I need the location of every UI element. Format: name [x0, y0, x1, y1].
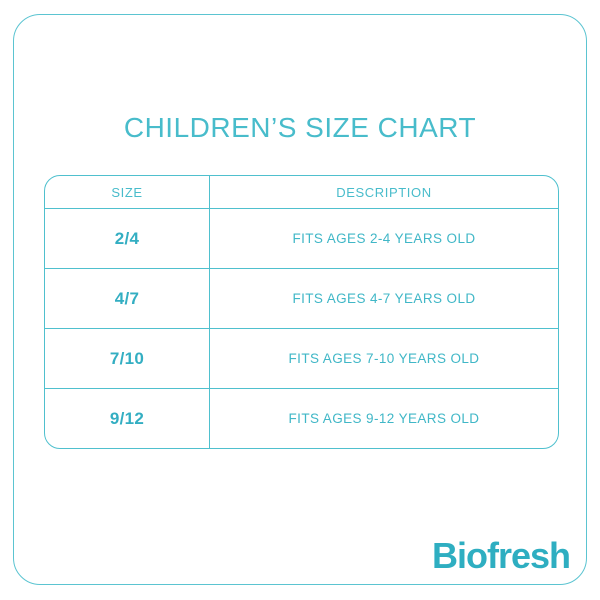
size-cell: 7/10 — [45, 328, 210, 388]
description-cell: FITS AGES 7-10 YEARS OLD — [210, 328, 558, 388]
size-chart-table: SIZE DESCRIPTION 2/4 FITS AGES 2-4 YEARS… — [44, 175, 559, 449]
size-cell: 9/12 — [45, 388, 210, 448]
page-title: CHILDREN’S SIZE CHART — [123, 112, 477, 143]
size-cell: 4/7 — [45, 268, 210, 328]
description-cell: FITS AGES 9-12 YEARS OLD — [210, 388, 558, 448]
description-cell: FITS AGES 4-7 YEARS OLD — [210, 268, 558, 328]
table-header-description: DESCRIPTION — [336, 184, 432, 200]
brand-logo: Biofresh — [431, 535, 571, 576]
table-header-size: SIZE — [45, 176, 210, 208]
size-cell: 2/4 — [45, 208, 210, 268]
description-cell: FITS AGES 2-4 YEARS OLD — [210, 208, 558, 268]
